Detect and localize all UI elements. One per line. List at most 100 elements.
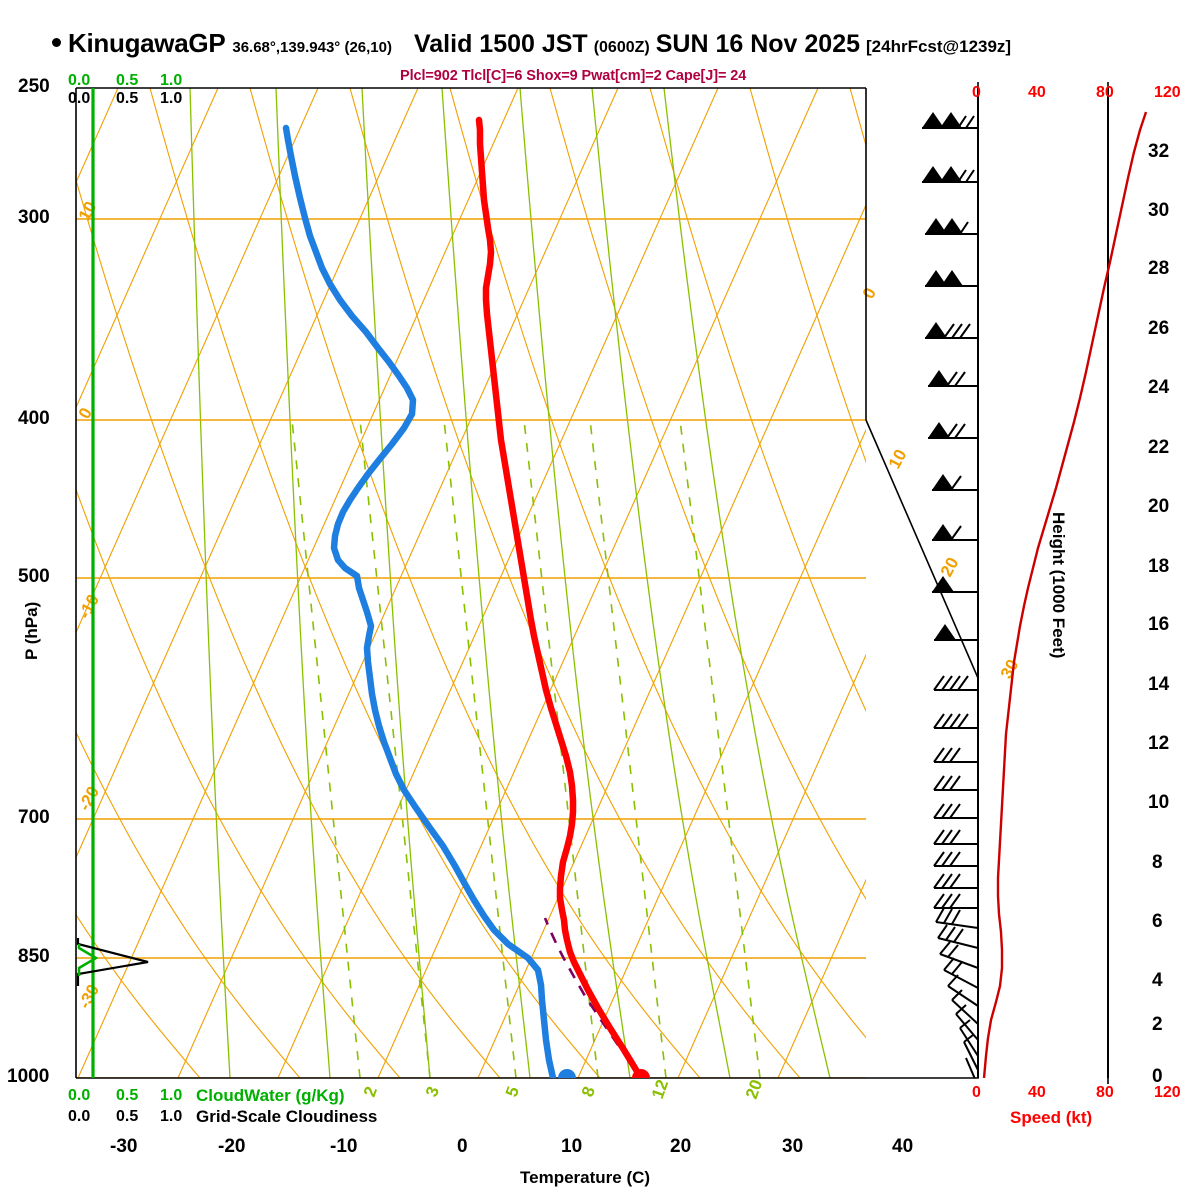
- wind-barb: [928, 422, 978, 439]
- pressure-tick-1000: 1000: [7, 1066, 50, 1087]
- dry-adiabat-labels: 10 0 -10 -20 -30 0 10 20 30: [75, 198, 1023, 1012]
- wind-barb: [922, 112, 978, 129]
- temperature-tick--20: -20: [218, 1136, 246, 1157]
- wind-barb: [939, 941, 979, 969]
- height-tick-12: 12: [1148, 733, 1170, 754]
- cloudiness-bottom-tick-2: 1.0: [160, 1108, 183, 1125]
- svg-text:12: 12: [648, 1077, 672, 1101]
- svg-text:30: 30: [997, 656, 1023, 682]
- temperature-tick--30: -30: [110, 1136, 138, 1157]
- speed-bottom-tick-120: 120: [1154, 1084, 1181, 1101]
- wind-barb: [932, 576, 978, 593]
- height-tick-20: 20: [1148, 496, 1170, 517]
- cloudiness-axis-title: Grid-Scale Cloudiness: [196, 1107, 378, 1126]
- wind-barb: [934, 624, 978, 641]
- wind-barb: [932, 474, 978, 491]
- pressure-tick-300: 300: [18, 207, 50, 228]
- wind-barb: [932, 524, 978, 541]
- svg-text:10: 10: [75, 198, 101, 224]
- svg-text:-20: -20: [75, 783, 103, 814]
- svg-text:8: 8: [578, 1084, 599, 1099]
- stability-parameters: Plcl=902 Tlcl[C]=6 Shox=9 Pwat[cm]=2 Cap…: [400, 68, 747, 84]
- valid-date: SUN 16 Nov 2025: [655, 30, 861, 58]
- height-tick-6: 6: [1152, 911, 1163, 932]
- valid-time-zulu: (0600Z): [593, 39, 650, 56]
- temperature-tick-40: 40: [892, 1136, 914, 1157]
- isotherm-lines: [76, 88, 866, 1078]
- wind-barb: [937, 924, 979, 949]
- cloudiness-top-tick-1: 0.5: [116, 90, 139, 107]
- cloudiness-bottom-tick-1: 0.5: [116, 1108, 139, 1125]
- station-marker-icon: [52, 38, 61, 47]
- temperature-tick-20: 20: [670, 1136, 692, 1157]
- cloudwater-top-tick-0: 0.0: [68, 72, 91, 89]
- cloudwater-bottom-tick-2: 1.0: [160, 1087, 183, 1104]
- wind-barb: [933, 851, 978, 867]
- isobar-lines: [76, 218, 866, 1078]
- wind-barb: [933, 713, 978, 729]
- height-axis-title: Height (1000 Feet): [1049, 512, 1068, 659]
- cloudiness-trace: [76, 938, 149, 986]
- wind-barb: [925, 322, 978, 339]
- temperature-tick-30: 30: [782, 1136, 804, 1157]
- wind-barb: [933, 747, 978, 763]
- wind-barb: [943, 957, 979, 989]
- height-tick-32: 32: [1148, 141, 1170, 162]
- cloud-traces: [76, 938, 149, 986]
- height-tick-18: 18: [1148, 556, 1170, 577]
- skewt-grid: [76, 88, 866, 1078]
- temperature-curve: [475, 116, 645, 1078]
- height-tick-2: 2: [1152, 1014, 1163, 1035]
- svg-text:0: 0: [859, 285, 880, 302]
- svg-text:2: 2: [360, 1084, 381, 1099]
- wind-barb: [951, 989, 979, 1025]
- moist-adiabat-lines: [189, 88, 831, 1078]
- wind-barb: [947, 974, 979, 1007]
- dewpoint-curve: [282, 124, 557, 1078]
- speed-axis-ticks: [977, 82, 1109, 1084]
- sounding-curves: [282, 116, 650, 1078]
- svg-text:-10: -10: [75, 591, 103, 622]
- wind-barb: [925, 270, 978, 287]
- pressure-tick-700: 700: [18, 807, 50, 828]
- height-tick-22: 22: [1148, 437, 1170, 458]
- cloudiness-bottom-tick-0: 0.0: [68, 1108, 91, 1125]
- speed-top-tick-0: 0: [972, 84, 981, 101]
- wind-barb: [955, 1004, 979, 1041]
- wind-barb: [933, 775, 978, 791]
- wind-barb: [933, 893, 978, 909]
- cloudwater-top-tick-2: 1.0: [160, 72, 183, 89]
- diagram-header: KinugawaGP 36.68°,139.943° (26,10) Valid…: [0, 28, 1200, 62]
- pressure-tick-250: 250: [18, 76, 50, 97]
- svg-text:10: 10: [885, 446, 911, 472]
- cloudwater-top-tick-1: 0.5: [116, 72, 139, 89]
- height-tick-14: 14: [1148, 674, 1170, 695]
- temperature-tick-0: 0: [457, 1136, 468, 1157]
- height-tick-26: 26: [1148, 318, 1170, 339]
- height-tick-16: 16: [1148, 614, 1170, 635]
- wind-barb: [925, 218, 978, 235]
- cloudiness-top-tick-0: 0.0: [68, 90, 91, 107]
- speed-top-tick-120: 120: [1154, 84, 1181, 101]
- speed-top-tick-40: 40: [1028, 84, 1046, 101]
- wind-barb: [965, 1057, 976, 1078]
- wind-barb: [933, 675, 978, 691]
- dry-adiabat-lines: [76, 88, 866, 1078]
- temperature-axis-title: Temperature (C): [520, 1168, 651, 1187]
- height-tick-10: 10: [1148, 792, 1170, 813]
- station-coordinates: 36.68°,139.943° (26,10): [232, 39, 392, 56]
- valid-time-label: Valid 1500 JST: [413, 30, 588, 58]
- wind-barb: [935, 907, 979, 929]
- speed-axis-title: Speed (kt): [1010, 1108, 1093, 1127]
- surface-temperature-marker: [632, 1069, 650, 1078]
- wind-barb: [922, 166, 978, 183]
- cloudwater-bottom-tick-1: 0.5: [116, 1087, 139, 1104]
- wind-barb: [928, 370, 978, 387]
- wind-barb: [963, 1034, 979, 1071]
- svg-text:3: 3: [422, 1084, 443, 1099]
- height-tick-28: 28: [1148, 258, 1170, 279]
- pressure-tick-400: 400: [18, 408, 50, 429]
- height-tick-4: 4: [1152, 970, 1163, 991]
